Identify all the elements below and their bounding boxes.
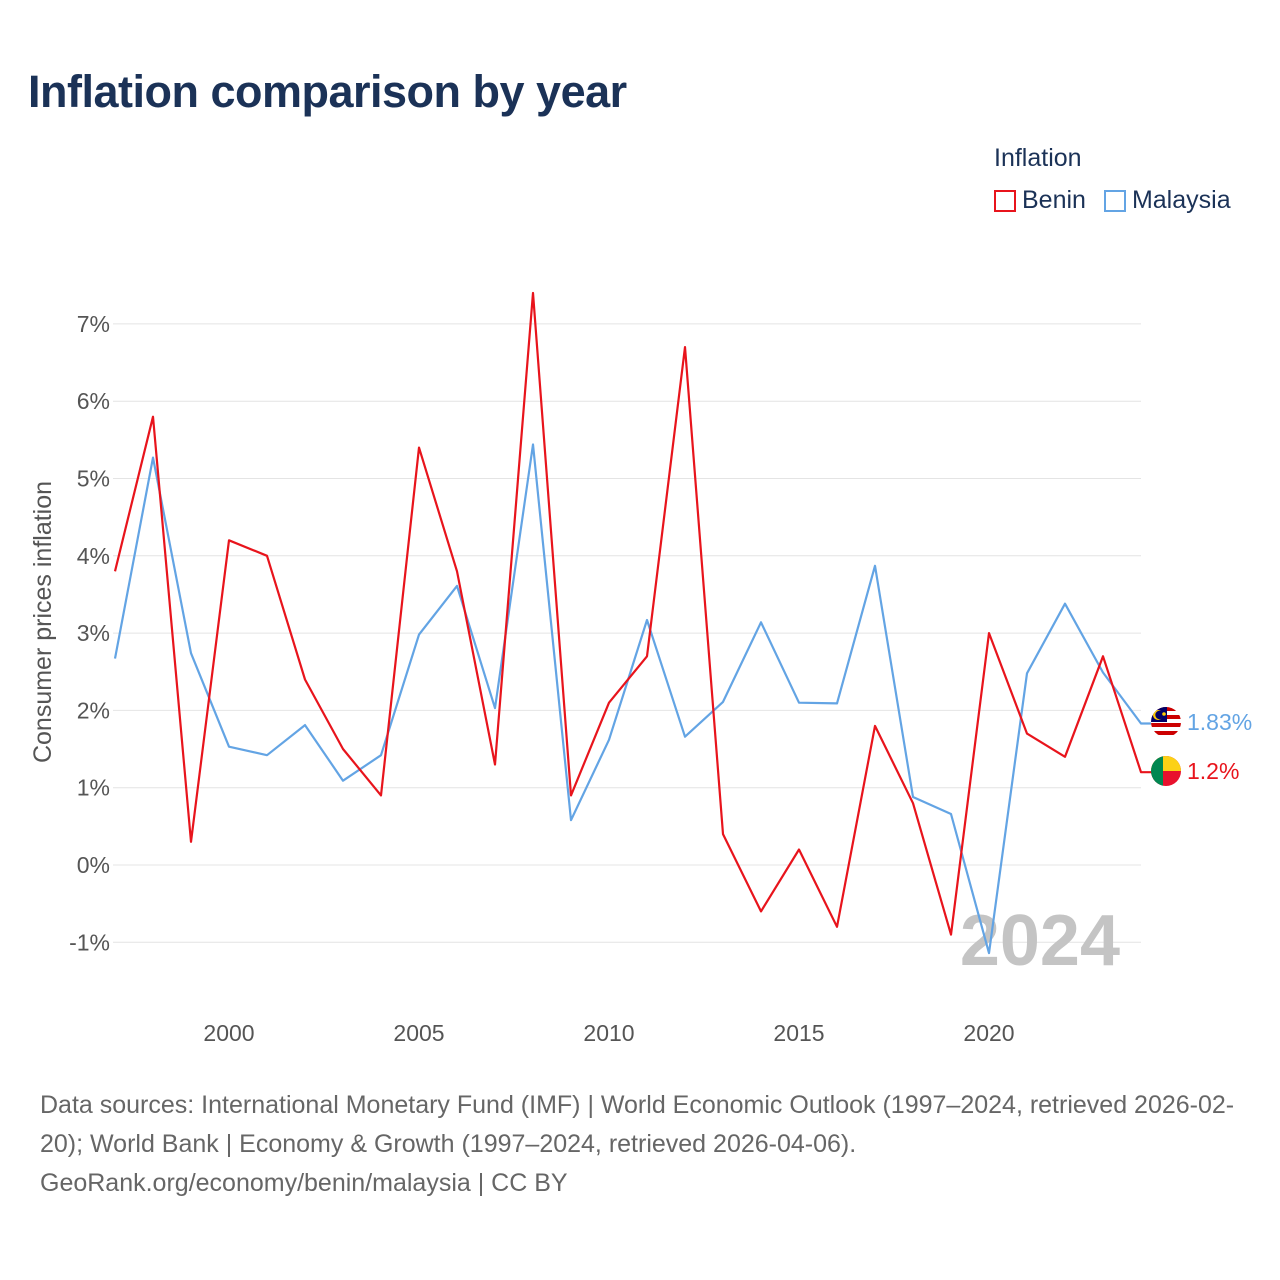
- y-tick-label: 4%: [77, 543, 110, 569]
- end-markers: [1151, 707, 1181, 786]
- chart-title: Inflation comparison by year: [28, 66, 627, 117]
- footer-attribution[interactable]: GeoRank.org/economy/benin/malaysia | CC …: [40, 1169, 568, 1197]
- x-tick-label: 2005: [393, 1020, 444, 1046]
- legend-label-benin: Benin: [1022, 186, 1086, 214]
- x-tick-label: 2015: [773, 1020, 824, 1046]
- y-tick-label: 1%: [77, 775, 110, 801]
- y-axis-label: Consumer prices inflation: [29, 481, 57, 763]
- x-tick-label: 2020: [963, 1020, 1014, 1046]
- gridlines: [113, 323, 1141, 943]
- year-watermark: 2024: [960, 901, 1120, 981]
- legend-swatch-malaysia: [1103, 189, 1126, 212]
- malaysia-flag-icon: [1151, 707, 1181, 737]
- y-tick-label: -1%: [69, 929, 110, 955]
- y-tick-label: 0%: [77, 852, 110, 878]
- series-line-malaysia[interactable]: [113, 443, 1152, 955]
- legend-item-malaysia[interactable]: Malaysia: [1103, 186, 1231, 215]
- y-tick-label: 3%: [77, 620, 110, 646]
- legend: Benin Malaysia: [994, 186, 1249, 215]
- y-tick-label: 7%: [77, 311, 110, 337]
- footer-sources: Data sources: International Monetary Fun…: [40, 1091, 1235, 1158]
- x-tick-label: 2000: [203, 1020, 254, 1046]
- series-line-benin[interactable]: [113, 291, 1152, 936]
- y-tick-label: 5%: [77, 466, 110, 492]
- malaysia-end-label: 1.83%: [1187, 709, 1252, 735]
- line-chart: -1% 0% 1% 2% 3% 4% 5% 6% 7% 2000 2005 2010 2015 2020…: [29, 291, 1252, 1046]
- y-axis-ticks: -1% 0% 1% 2% 3% 4% 5% 6% 7%: [69, 311, 110, 955]
- legend-label-malaysia: Malaysia: [1131, 186, 1231, 214]
- legend-item-benin[interactable]: Benin: [994, 186, 1086, 215]
- benin-flag-icon: [1151, 756, 1181, 786]
- x-axis-ticks: 2000 2005 2010 2015 2020: [203, 1020, 1014, 1046]
- footer: Data sources: International Monetary Fun…: [40, 1086, 1250, 1203]
- y-tick-label: 2%: [77, 697, 110, 723]
- x-tick-label: 2010: [583, 1020, 634, 1046]
- legend-swatch-benin: [994, 189, 1016, 212]
- benin-end-label: 1.2%: [1187, 758, 1239, 784]
- legend-title: Inflation: [994, 144, 1082, 172]
- y-tick-label: 6%: [77, 388, 110, 414]
- series-lines: [113, 291, 1152, 955]
